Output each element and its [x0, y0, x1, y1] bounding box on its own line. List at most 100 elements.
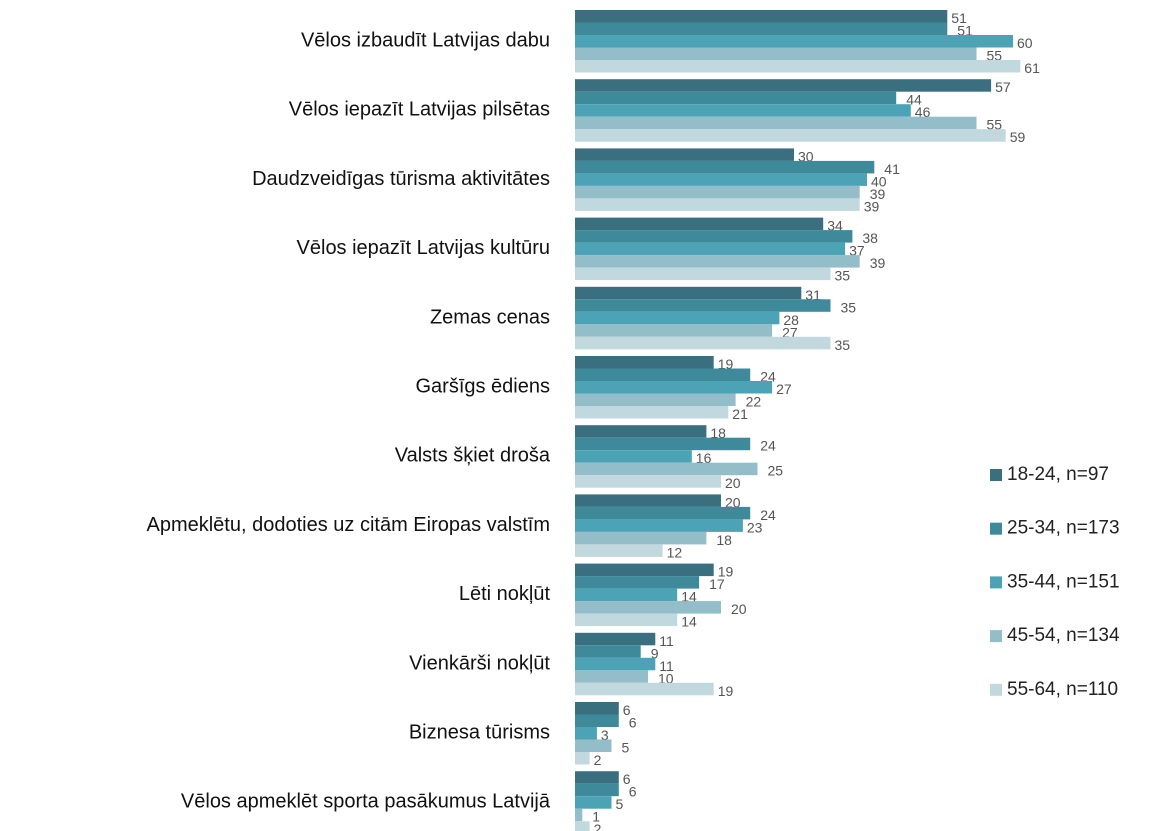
value-label: 35 — [835, 337, 851, 353]
bar — [575, 230, 853, 243]
value-label: 2 — [594, 821, 602, 831]
category-label: Apmeklētu, dodoties uz citām Eiropas val… — [146, 514, 550, 536]
value-label: 30 — [798, 148, 814, 164]
bar — [575, 406, 729, 419]
bar — [575, 613, 678, 627]
value-label: 31 — [805, 287, 821, 303]
bar — [575, 796, 612, 809]
value-label: 6 — [629, 784, 637, 800]
value-label: 23 — [747, 519, 763, 535]
value-label: 24 — [760, 507, 776, 523]
bar — [575, 506, 751, 520]
value-label: 11 — [659, 633, 674, 649]
category-label: Valsts šķiet droša — [395, 445, 551, 467]
value-label: 35 — [841, 299, 857, 315]
category-label: Zemas cenas — [430, 306, 550, 328]
bar — [575, 47, 977, 60]
value-label: 5 — [616, 796, 624, 812]
bar — [575, 129, 1006, 142]
value-label: 14 — [681, 589, 697, 605]
legend-label: 45-54, n=134 — [1007, 625, 1120, 646]
value-label: 5 — [622, 739, 630, 755]
value-label: 39 — [864, 198, 880, 214]
category-label: Vēlos iepazīt Latvijas pilsētas — [289, 99, 550, 121]
bar — [575, 632, 656, 646]
value-label: 9 — [651, 645, 659, 661]
category-label: Daudzveidīgas tūrisma aktivitātes — [252, 168, 550, 190]
bar — [575, 60, 1021, 73]
bar — [575, 324, 773, 337]
bar — [575, 601, 721, 614]
bar — [575, 91, 897, 105]
value-label: 16 — [696, 450, 712, 466]
value-label: 60 — [1017, 35, 1033, 51]
value-label: 10 — [658, 670, 674, 686]
value-label: 20 — [725, 494, 741, 510]
bar — [575, 425, 707, 438]
bar — [575, 808, 583, 822]
value-label: 2 — [594, 752, 602, 768]
value-label: 51 — [951, 10, 967, 26]
bar — [575, 752, 590, 765]
bar — [575, 160, 875, 174]
value-label: 55 — [987, 47, 1003, 63]
bar — [575, 588, 678, 602]
bar — [575, 173, 867, 186]
value-label: 22 — [746, 393, 762, 409]
bar — [575, 657, 656, 671]
value-label: 17 — [709, 576, 725, 592]
bar — [575, 217, 824, 231]
bar — [575, 336, 831, 350]
value-label: 39 — [870, 255, 886, 271]
bar — [575, 10, 948, 23]
value-label: 41 — [884, 161, 900, 177]
bar — [575, 381, 773, 394]
bar — [575, 311, 780, 325]
value-label: 19 — [718, 564, 734, 580]
legend-label: 35-44, n=151 — [1007, 571, 1120, 592]
bar — [575, 255, 860, 268]
bar — [575, 475, 721, 488]
value-label: 18 — [710, 425, 726, 441]
bar — [575, 450, 692, 463]
legend-label: 18-24, n=97 — [1007, 464, 1109, 485]
value-label: 14 — [681, 614, 697, 630]
value-label: 51 — [957, 22, 973, 38]
bar — [575, 783, 619, 797]
value-label: 59 — [1010, 129, 1026, 145]
legend-label: 55-64, n=110 — [1007, 679, 1118, 700]
value-label: 61 — [1024, 60, 1040, 76]
value-label: 6 — [623, 702, 631, 718]
bar — [575, 198, 860, 211]
bar — [575, 242, 846, 256]
value-label: 6 — [629, 714, 637, 730]
legend-swatch — [990, 630, 1002, 643]
value-label: 6 — [623, 771, 631, 787]
bar — [575, 104, 911, 117]
legend-swatch — [990, 683, 1002, 696]
value-label: 24 — [760, 368, 776, 384]
bar — [575, 739, 612, 752]
bar — [575, 494, 721, 507]
bar — [575, 771, 619, 784]
bar — [575, 185, 860, 199]
value-label: 27 — [776, 381, 792, 397]
bar — [575, 299, 831, 312]
value-label: 46 — [915, 104, 931, 120]
value-label: 28 — [783, 312, 799, 328]
bar — [575, 393, 736, 406]
bar — [575, 645, 641, 658]
category-label: Vienkārši nokļūt — [409, 652, 550, 674]
value-label: 27 — [782, 324, 798, 340]
bar — [575, 563, 714, 577]
value-label: 44 — [906, 92, 922, 108]
bar — [575, 531, 707, 545]
bar — [575, 437, 751, 451]
value-label: 25 — [768, 463, 784, 479]
bar — [575, 702, 619, 715]
bar — [575, 462, 758, 476]
category-label: Garšīgs ēdiens — [415, 376, 550, 398]
value-label: 24 — [760, 438, 776, 454]
bar — [575, 22, 948, 35]
